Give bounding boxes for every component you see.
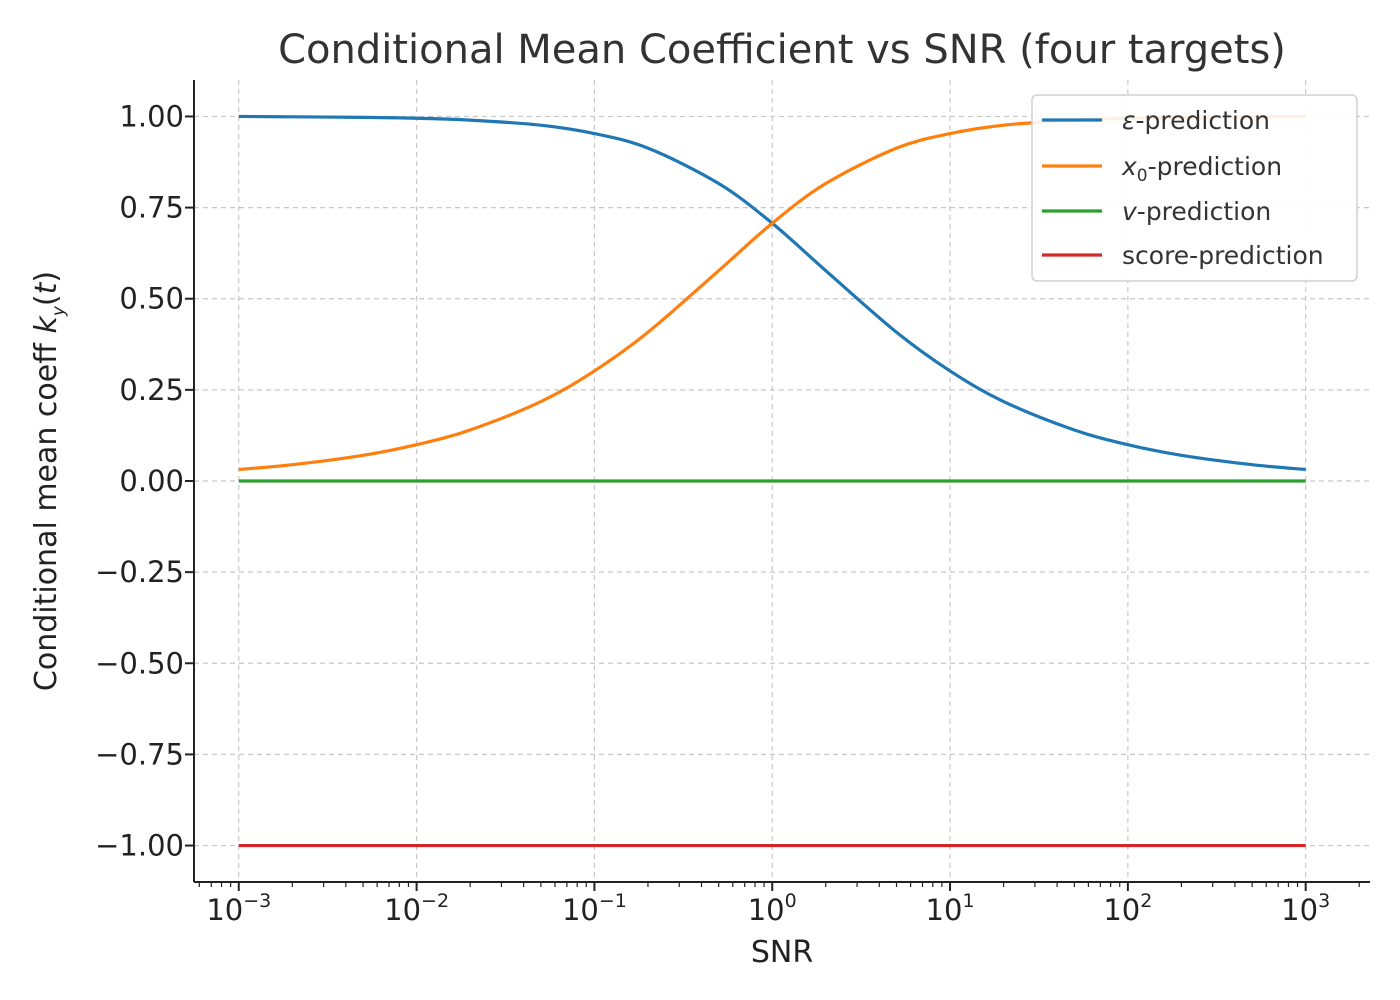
legend-entry-prediction: ε-prediction bbox=[1122, 106, 1270, 135]
y-axis-label-open: ( bbox=[29, 294, 64, 306]
legend-label: -prediction bbox=[1148, 152, 1282, 181]
legend-entry-x0-prediction: x0-prediction bbox=[1121, 152, 1282, 186]
x-tick-exp: 3 bbox=[1318, 890, 1330, 912]
x-tick-base: 10 bbox=[384, 893, 421, 927]
y-tick-label: 0.00 bbox=[119, 464, 184, 498]
x-tick-label: 101 bbox=[926, 890, 975, 927]
y-tick-label: 0.25 bbox=[119, 373, 184, 407]
y-axis-label-t: t bbox=[29, 281, 64, 294]
legend-label: -prediction bbox=[1136, 106, 1270, 135]
legend-label: -prediction bbox=[1137, 197, 1271, 226]
y-tick-label: −0.50 bbox=[95, 646, 184, 680]
x-tick-exp: −3 bbox=[243, 890, 271, 912]
x-tick-label: 10−2 bbox=[384, 890, 449, 927]
x-axis-label: SNR bbox=[751, 935, 813, 970]
legend-symbol: v bbox=[1122, 197, 1138, 226]
legend-symbol: ε bbox=[1122, 106, 1136, 135]
ticks: 10−3 10−2 10−1 100 101 102 1031.000.750.500.25… bbox=[95, 99, 1360, 927]
x-tick-label: 100 bbox=[748, 890, 797, 927]
y-axis-label-k: k bbox=[29, 315, 64, 334]
x-tick-exp: −1 bbox=[599, 890, 627, 912]
legend-entry-v-prediction: v-prediction bbox=[1122, 197, 1271, 226]
x-tick-label: 10−1 bbox=[562, 890, 627, 927]
y-tick-label: 0.50 bbox=[119, 282, 184, 316]
legend: ε-predictionx0-predictionv-predictionsco… bbox=[1031, 94, 1358, 282]
y-axis-label: Conditional mean coeff ky(t) bbox=[29, 271, 69, 691]
y-axis-label-prefix: Conditional mean coeff bbox=[29, 334, 64, 692]
y-tick-label: −0.75 bbox=[95, 737, 184, 771]
x-tick-base: 10 bbox=[1281, 893, 1318, 927]
y-tick-label: −0.25 bbox=[95, 555, 184, 589]
legend-frame bbox=[1031, 94, 1358, 282]
legend-label: score-prediction bbox=[1122, 241, 1324, 270]
x-tick-base: 10 bbox=[206, 893, 243, 927]
legend-symbol: x bbox=[1121, 152, 1137, 181]
x-tick-base: 10 bbox=[748, 893, 785, 927]
y-axis-label-close: ) bbox=[29, 271, 64, 283]
x-tick-exp: 1 bbox=[962, 890, 974, 912]
x-tick-base: 10 bbox=[1103, 893, 1140, 927]
y-tick-label: 0.75 bbox=[119, 191, 184, 225]
x-tick-label: 10−3 bbox=[206, 890, 271, 927]
x-tick-exp: 0 bbox=[785, 890, 797, 912]
x-tick-label: 103 bbox=[1281, 890, 1330, 927]
x-tick-base: 10 bbox=[562, 893, 599, 927]
y-axis-label-sub: y bbox=[49, 305, 69, 317]
x-tick-label: 102 bbox=[1103, 890, 1152, 927]
y-tick-label: 1.00 bbox=[119, 99, 184, 133]
x-tick-exp: 2 bbox=[1140, 890, 1152, 912]
legend-subscript: 0 bbox=[1137, 166, 1148, 186]
chart-title: Conditional Mean Coefficient vs SNR (fou… bbox=[278, 27, 1286, 73]
x-tick-base: 10 bbox=[926, 893, 963, 927]
y-tick-label: −1.00 bbox=[95, 829, 184, 863]
x-tick-exp: −2 bbox=[421, 890, 449, 912]
legend-entry-score-prediction: score-prediction bbox=[1122, 241, 1324, 270]
